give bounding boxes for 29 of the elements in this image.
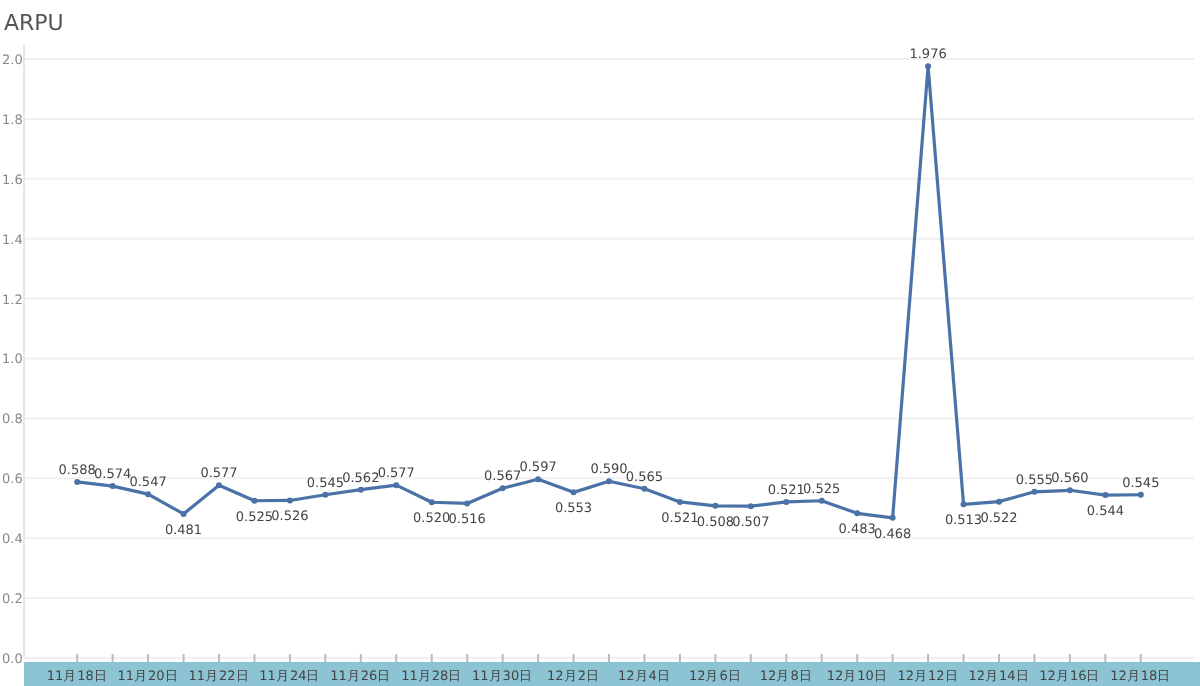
point	[570, 489, 577, 496]
point	[464, 500, 471, 507]
point	[180, 510, 187, 517]
point	[712, 502, 719, 509]
point	[960, 501, 967, 508]
point	[357, 486, 364, 493]
chart-title: ARPU	[4, 10, 64, 36]
point	[854, 510, 861, 517]
point	[925, 63, 932, 70]
point	[393, 482, 400, 489]
point	[641, 485, 648, 492]
point	[251, 497, 258, 504]
point	[109, 483, 116, 490]
point	[499, 485, 506, 492]
point	[996, 498, 1002, 505]
point	[322, 491, 329, 498]
point	[535, 476, 542, 483]
point	[428, 499, 435, 506]
point	[216, 482, 222, 489]
point	[1137, 491, 1144, 498]
point	[74, 478, 81, 485]
point	[286, 497, 293, 504]
point	[1102, 492, 1109, 499]
point	[1066, 487, 1073, 494]
point	[606, 478, 612, 485]
point	[1031, 488, 1038, 495]
point	[747, 503, 754, 510]
point	[145, 491, 152, 498]
point	[818, 497, 825, 504]
